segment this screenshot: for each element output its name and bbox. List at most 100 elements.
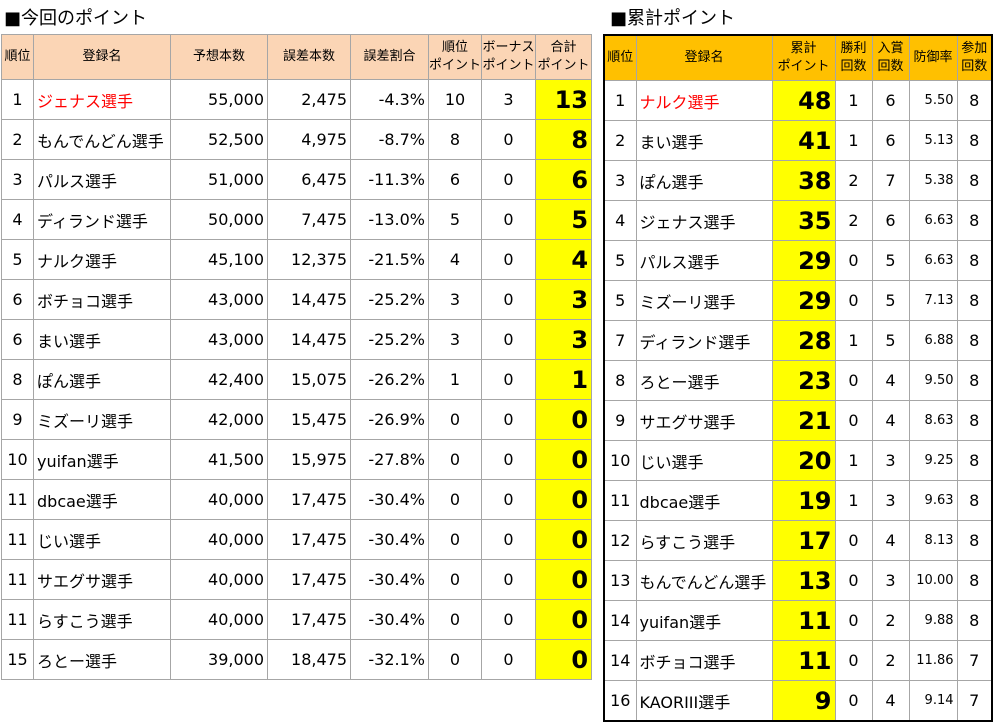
total-points-cell: 4	[535, 239, 593, 280]
forecast-cell: 55,000	[170, 79, 268, 120]
rank-points-cell: 6	[427, 159, 483, 200]
entries-cell: 8	[956, 440, 993, 481]
forecast-cell: 51,000	[170, 159, 268, 200]
entries-cell: 8	[956, 120, 993, 161]
bonus-points-cell: 0	[481, 359, 537, 400]
table-row: 6 まい選手 43,000 14,475 -25.2% 3 0 3	[1, 319, 593, 360]
cumulative-header-cell: 参加 回数	[956, 34, 993, 81]
bonus-points-cell: 0	[481, 479, 537, 520]
rank-cell: 16	[603, 680, 637, 722]
era-cell: 7.13	[908, 280, 958, 321]
current-header-line: 順位	[442, 40, 469, 55]
table-row: 1 ジェナス選手 55,000 2,475 -4.3% 10 3 13	[1, 79, 593, 120]
rank-cell: 10	[603, 440, 637, 481]
wins-cell: 0	[834, 600, 873, 641]
table-row: 4 ディランド選手 50,000 7,475 -13.0% 5 0 5	[1, 199, 593, 240]
name-cell: まい選手	[33, 319, 171, 360]
rank-cell: 13	[603, 560, 637, 601]
entries-cell: 8	[956, 80, 993, 121]
empty-cell	[428, 679, 482, 720]
error-cell: 14,475	[267, 279, 351, 320]
rank-cell: 11	[1, 599, 34, 640]
cumulative-points-cell: 20	[771, 440, 836, 481]
name-cell: じい選手	[33, 519, 171, 560]
wins-cell: 2	[834, 160, 873, 201]
error-cell: 7,475	[267, 199, 351, 240]
rank-cell: 10	[1, 439, 34, 480]
forecast-cell: 45,100	[170, 239, 268, 280]
table-row: 13 もんでんどん選手 13 0 3 10.00 8	[603, 560, 993, 601]
cumulative-header-cell: 順位	[603, 34, 637, 81]
rank-cell: 3	[1, 159, 34, 200]
table-row: 9 サエグサ選手 21 0 4 8.63 8	[603, 400, 993, 441]
cumulative-points-cell: 28	[771, 320, 836, 361]
cumulative-header-line: 回数	[877, 59, 904, 74]
entries-cell: 8	[956, 280, 993, 321]
name-cell: らすこう選手	[33, 599, 171, 640]
error-ratio-cell: -27.8%	[350, 439, 429, 480]
table-row: 11 dbcae選手 40,000 17,475 -30.4% 0 0 0	[1, 479, 593, 520]
rank-points-cell: 0	[427, 639, 483, 680]
table-row: 2 まい選手 41 1 6 5.13 8	[603, 120, 993, 161]
rank-cell: 11	[1, 559, 34, 600]
entries-cell: 8	[956, 560, 993, 601]
error-cell: 17,475	[267, 479, 351, 520]
cumulative-points-cell: 11	[771, 600, 836, 641]
cumulative-header-line: 累計	[790, 41, 817, 56]
current-header-line: ポイント	[429, 58, 482, 73]
entries-cell: 8	[956, 520, 993, 561]
total-points-cell: 0	[535, 439, 593, 480]
places-cell: 3	[871, 480, 910, 521]
wins-cell: 0	[834, 280, 873, 321]
table-row: 5 ミズーリ選手 29 0 5 7.13 8	[603, 280, 993, 321]
wins-cell: 1	[834, 320, 873, 361]
current-header-cell: 順位	[1, 34, 34, 80]
forecast-cell: 42,400	[170, 359, 268, 400]
rank-cell: 2	[1, 119, 34, 160]
rank-cell: 3	[603, 160, 637, 201]
table-row: 6 ボチョコ選手 43,000 14,475 -25.2% 3 0 3	[1, 279, 593, 320]
cumulative-points-cell: 11	[771, 640, 836, 681]
name-cell: ミズーリ選手	[635, 280, 773, 321]
table-row: 14 yuifan選手 11 0 2 9.88 8	[603, 600, 993, 641]
rank-cell: 12	[603, 520, 637, 561]
table-row: 12 らすこう選手 17 0 4 8.13 8	[603, 520, 993, 561]
bonus-points-cell: 0	[481, 119, 537, 160]
wins-cell: 0	[834, 240, 873, 281]
table-row: 7 ディランド選手 28 1 5 6.88 8	[603, 320, 993, 361]
wins-cell: 0	[834, 520, 873, 561]
places-cell: 5	[871, 280, 910, 321]
name-cell: ジェナス選手	[635, 200, 773, 241]
error-cell: 14,475	[267, 319, 351, 360]
name-cell: ナルク選手	[33, 239, 171, 280]
error-cell: 15,075	[267, 359, 351, 400]
name-cell: じい選手	[635, 440, 773, 481]
era-cell: 8.13	[908, 520, 958, 561]
name-cell: ろとー選手	[33, 639, 171, 680]
name-cell: パルス選手	[33, 159, 171, 200]
error-cell: 12,375	[267, 239, 351, 280]
table-row: 3 ぽん選手 38 2 7 5.38 8	[603, 160, 993, 201]
error-ratio-cell: -30.4%	[350, 559, 429, 600]
rank-cell: 11	[603, 480, 637, 521]
empty-cell	[1, 679, 34, 720]
wins-cell: 0	[834, 560, 873, 601]
table-row: 2 もんでんどん選手 52,500 4,975 -8.7% 8 0 8	[1, 119, 593, 160]
rank-cell: 4	[1, 199, 34, 240]
rank-cell: 7	[603, 320, 637, 361]
era-cell: 5.38	[908, 160, 958, 201]
era-cell: 6.63	[908, 200, 958, 241]
places-cell: 6	[871, 120, 910, 161]
era-cell: 9.50	[908, 360, 958, 401]
forecast-cell: 50,000	[170, 199, 268, 240]
rank-cell: 8	[603, 360, 637, 401]
table-row: 3 パルス選手 51,000 6,475 -11.3% 6 0 6	[1, 159, 593, 200]
cumulative-points-cell: 17	[771, 520, 836, 561]
error-ratio-cell: -25.2%	[350, 319, 429, 360]
rank-cell: 1	[1, 79, 34, 120]
era-cell: 9.63	[908, 480, 958, 521]
wins-cell: 0	[834, 400, 873, 441]
name-cell: ボチョコ選手	[635, 640, 773, 681]
forecast-cell: 40,000	[170, 599, 268, 640]
error-cell: 18,475	[267, 639, 351, 680]
